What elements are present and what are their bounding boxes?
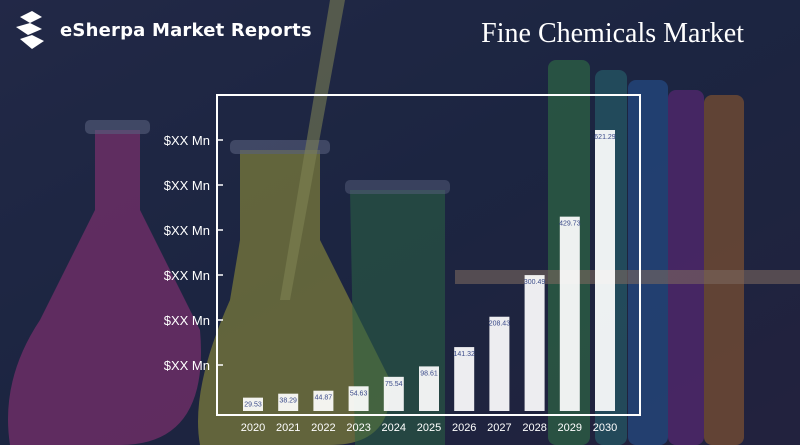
y-tick-label: $XX Mn [164, 268, 210, 283]
data-label-2027: 208.43 [489, 321, 511, 328]
brand-name: eSherpa Market Reports [60, 19, 312, 41]
chart-title: Fine Chemicals Market [481, 18, 744, 49]
data-label-2023: 54.63 [350, 390, 368, 397]
data-label-2029: 429.73 [559, 221, 581, 228]
bar-2026 [454, 347, 475, 411]
data-label-2026: 141.32 [453, 351, 475, 358]
bar-2027 [489, 316, 510, 411]
bar-2021 [278, 393, 299, 411]
data-label-2030: 621.29 [594, 134, 616, 141]
bar-2030 [595, 130, 615, 411]
x-tick-label-2029: 2029 [558, 422, 582, 434]
x-tick-label-2020: 2020 [241, 422, 265, 434]
bar-2024 [383, 376, 404, 411]
x-tick-label-2021: 2021 [276, 422, 300, 434]
y-axis: $XX Mn $XX Mn $XX Mn $XX Mn $XX Mn $XX Mn [164, 133, 223, 373]
y-tick-label: $XX Mn [164, 313, 210, 328]
data-label-2024: 75.54 [385, 381, 403, 388]
x-tick-label-2022: 2022 [311, 422, 335, 434]
data-label-2025: 98.61 [420, 370, 438, 377]
bars-group: 29.53 38.29 44.87 54.63 75.54 98.61 141.32 208.… [243, 130, 616, 411]
y-tick-label: $XX Mn [164, 223, 210, 238]
bar-2028 [524, 275, 545, 411]
x-tick-label-2027: 2027 [487, 422, 511, 434]
x-tick-label-2023: 2023 [346, 422, 370, 434]
bar-2022 [313, 390, 334, 411]
y-tick-label: $XX Mn [164, 358, 210, 373]
brand-header: eSherpa Market Reports [10, 10, 312, 50]
plot-area-frame [216, 94, 641, 416]
x-tick-label-2025: 2025 [417, 422, 441, 434]
x-axis: 2020 2021 2022 2023 2024 2025 2026 2027 2028 2029… [241, 422, 617, 434]
esherpa-logo-icon [16, 11, 44, 49]
bar-2029 [559, 216, 580, 411]
x-tick-label-2026: 2026 [452, 422, 476, 434]
bar-2025 [419, 366, 439, 411]
x-tick-label-2024: 2024 [382, 422, 406, 434]
bar-2020 [243, 397, 263, 411]
data-label-2020: 29.53 [244, 402, 262, 409]
bar-2023 [348, 386, 369, 411]
y-tick-label: $XX Mn [164, 133, 210, 148]
x-tick-label-2028: 2028 [522, 422, 546, 434]
x-tick-label-2030: 2030 [593, 422, 617, 434]
data-label-2022: 44.87 [315, 395, 333, 402]
data-label-2021: 38.29 [279, 398, 297, 405]
data-label-2028: 300.49 [524, 279, 546, 286]
y-tick-label: $XX Mn [164, 178, 210, 193]
